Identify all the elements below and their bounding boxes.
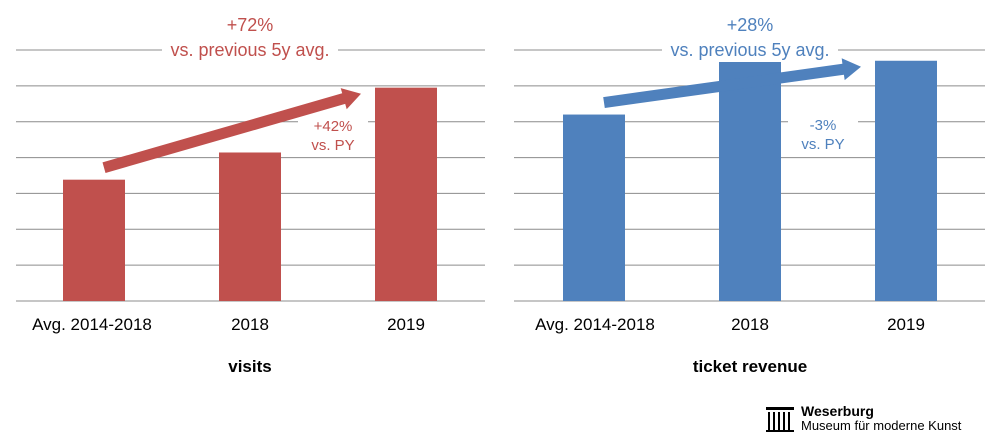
revenue-py-text: vs. PY <box>788 135 858 155</box>
visits-category-label: 2018 <box>231 315 269 334</box>
visits-bar <box>375 87 437 302</box>
revenue-py-annotation: -3% vs. PY <box>788 117 858 155</box>
revenue-chart-title: ticket revenue <box>692 357 808 376</box>
revenue-main-text: vs. previous 5y avg. <box>662 39 838 62</box>
visits-category-label: 2019 <box>387 315 425 334</box>
visits-category-label: Avg. 2014-2018 <box>32 315 152 334</box>
visits-bar <box>219 152 281 301</box>
visits-main-pct: +72% <box>218 14 282 37</box>
visits-main-text: vs. previous 5y avg. <box>162 39 338 62</box>
museum-columns-icon <box>766 406 794 432</box>
revenue-main-annotation: +28% vs. previous 5y avg. <box>640 14 860 62</box>
revenue-main-pct: +28% <box>718 14 782 37</box>
revenue-py-pct: -3% <box>788 117 858 136</box>
visits-chart-title: visits <box>228 357 272 376</box>
visits-main-annotation: +72% vs. previous 5y avg. <box>140 14 360 62</box>
revenue-category-label: Avg. 2014-2018 <box>535 315 655 334</box>
logo-subtitle: Museum für moderne Kunst <box>801 418 962 434</box>
visits-growth-arrow <box>102 88 361 173</box>
revenue-bar <box>875 60 937 301</box>
revenue-growth-arrow <box>603 58 861 108</box>
revenue-category-label: 2018 <box>731 315 769 334</box>
weserburg-logo: Weserburg Museum für moderne Kunst <box>765 403 962 434</box>
revenue-bar <box>719 53 781 302</box>
revenue-bar <box>563 114 625 302</box>
visits-py-annotation: +42% vs. PY <box>298 118 368 156</box>
visits-py-pct: +42% <box>298 118 368 137</box>
visits-py-text: vs. PY <box>298 136 368 156</box>
revenue-category-label: 2019 <box>887 315 925 334</box>
logo-name: Weserburg <box>801 403 874 419</box>
visits-bar <box>63 179 125 301</box>
